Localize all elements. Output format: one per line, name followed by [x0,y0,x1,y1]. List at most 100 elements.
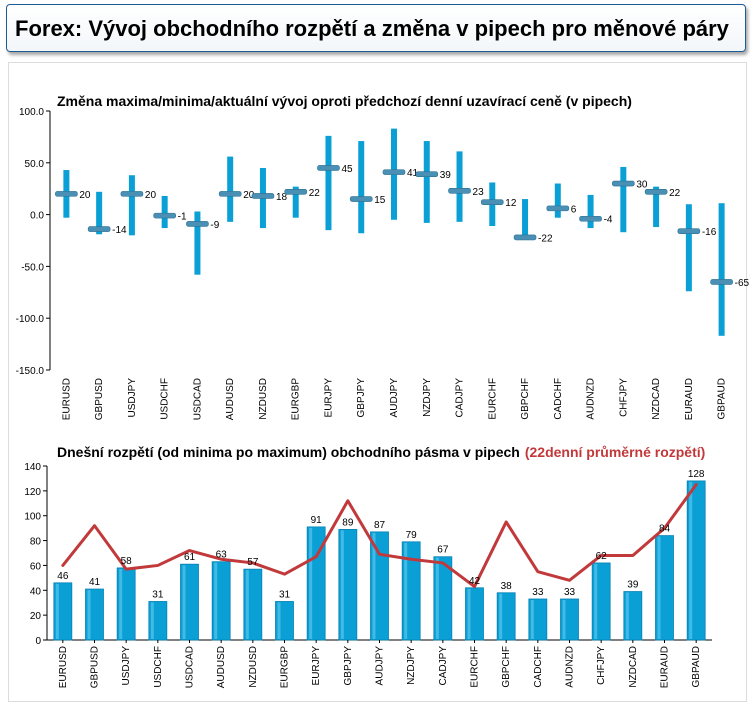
chart1-x-tick-label: EURAUD [684,378,695,420]
chart2-bar-highlight [499,593,503,639]
chart1-x-tick-label: EURJPY [323,378,334,418]
page-header: Forex: Vývoj obchodního rozpětí a změna … [6,4,746,52]
chart1-data-label: 15 [374,195,386,206]
chart2-data-label: 31 [152,589,164,600]
chart2-bar-highlight [150,602,154,639]
chart1-range-bar [227,156,234,222]
chart1-current-marker [218,191,242,197]
chart2-bar-highlight [55,583,59,639]
chart2-x-tick-label: GBPJPY [343,646,354,686]
chart2-data-label: 38 [501,581,513,592]
chart1-y-tick-label: 50.0 [25,159,45,170]
chart1-current-marker [317,165,340,171]
chart2-bar-highlight [87,590,91,639]
chart2-y-tick-label: 40 [30,586,42,597]
chart2-x-tick-label: USDJPY [121,646,132,686]
chart1-data-label: -65 [735,278,750,289]
chart1-data-label: 22 [309,188,321,199]
chart1-data-label: -14 [112,225,127,236]
chart2-bar-highlight [594,563,598,639]
chart1-current-marker [120,191,144,197]
chart1-plot: 100.050.00.0-50.0-100.0-150.020EURUSD-14… [16,107,750,420]
chart2-bar-highlight [214,562,218,639]
chart1-range-bar [456,151,463,222]
chart1-current-marker [382,169,406,175]
chart2-bar-highlight [182,565,186,639]
chart1-range-bar [685,204,692,292]
chart2-title-highlight: (22denní průměrné rozpětí) [525,444,705,460]
chart1-current-marker [87,226,111,232]
chart1-data-label: 39 [440,170,452,181]
chart1-range-bar [325,135,332,231]
chart2-x-tick-label: NZDJPY [406,646,417,685]
chart2-data-label: 33 [532,587,544,598]
chart1-current-marker [251,193,275,199]
chart2-x-tick-label: CHFJPY [596,646,607,685]
chart1-data-label: 12 [505,198,517,209]
chart2-bar-highlight [309,527,313,639]
chart1-data-label: 22 [669,188,681,199]
chart2-data-label: 128 [688,469,705,480]
chart1-data-label: -22 [538,233,553,244]
chart1-data-label: -9 [210,220,219,231]
chart1-current-marker [153,212,176,219]
chart2-title: Dnešní rozpětí (od minima po maximum) ob… [57,444,705,460]
chart1-range-bar [554,183,561,218]
chart1-data-label: 41 [407,168,419,179]
chart2-y-tick-label: 20 [30,611,42,622]
chart1-data-label: -16 [702,227,717,238]
chart2-x-tick-label: AUDJPY [375,646,386,686]
chart1-x-tick-label: NZDCAD [651,378,662,420]
chart1-x-tick-label: GBPAUD [717,378,728,420]
chart1-current-marker [480,199,504,205]
chart1-current-marker [710,279,733,285]
chart2-data-label: 42 [469,576,481,587]
chart1-current-marker [612,180,635,187]
chart1-y-tick-label: 100.0 [19,107,44,118]
chart1-x-tick-label: GBPCHF [520,378,531,420]
chart2-data-label: 87 [374,520,386,531]
chart2-plot: 140 120 100 80 60 40 20 0 EURUSD GBPUSD USDJPY USDC… [24,462,712,688]
chart2-bar-highlight [435,557,439,639]
chart2-x-tick-label: AUDNZD [565,646,576,688]
chart1-x-tick-label: USDCHF [160,378,171,420]
chart1-data-label: 20 [243,190,255,201]
chart1-data-label: 20 [79,190,91,201]
chart2-x-tick-label: GBPUSD [90,646,101,688]
chart1-y-tick-label: -150.0 [16,366,45,377]
chart2-x-tick-label: CADCHF [533,646,544,688]
chart1-x-tick-label: NZDJPY [422,378,433,417]
chart1-data-label: 20 [145,190,157,201]
chart2-data-label: 58 [121,556,133,567]
chart1-current-marker [284,189,308,195]
chart2-data-label: 63 [216,550,228,561]
chart2-x-tick-label: CADJPY [438,646,449,686]
chart2-y-tick-label: 80 [30,537,42,548]
chart1-x-tick-label: AUDJPY [389,378,400,418]
chart1-current-marker [579,215,602,222]
chart1-data-label: 6 [571,204,577,215]
chart2-bar-highlight [530,599,534,639]
chart2-x-tick-label: NZDUSD [248,646,259,688]
chart2-x-tick-label: USDCAD [185,646,196,688]
chart2-bar-highlight [689,481,693,639]
chart1-range-bar [292,186,299,218]
chart1-range-bar [718,203,725,336]
chart2-data-label: 84 [659,524,671,535]
chart1-range-bar [653,186,660,228]
chart2-data-label: 79 [406,530,418,541]
chart1-x-tick-label: NZDUSD [258,378,269,420]
chart2-data-label: 39 [627,580,639,591]
chart1-x-tick-label: CADCHF [553,378,564,420]
chart1-data-label: 45 [341,164,353,175]
chart2-y-tick-label: 100 [24,512,41,523]
chart2-x-tick-label: GBPAUD [691,646,702,688]
chart1-current-marker [55,191,78,197]
chart1-range-bar [194,211,201,275]
chart2-bar-highlight [467,588,471,639]
chart1-current-marker [448,187,471,194]
chart1-x-tick-label: CADJPY [455,378,466,418]
chart1-data-label: 23 [473,187,485,198]
chart1-y-tick-label: -100.0 [16,314,45,325]
